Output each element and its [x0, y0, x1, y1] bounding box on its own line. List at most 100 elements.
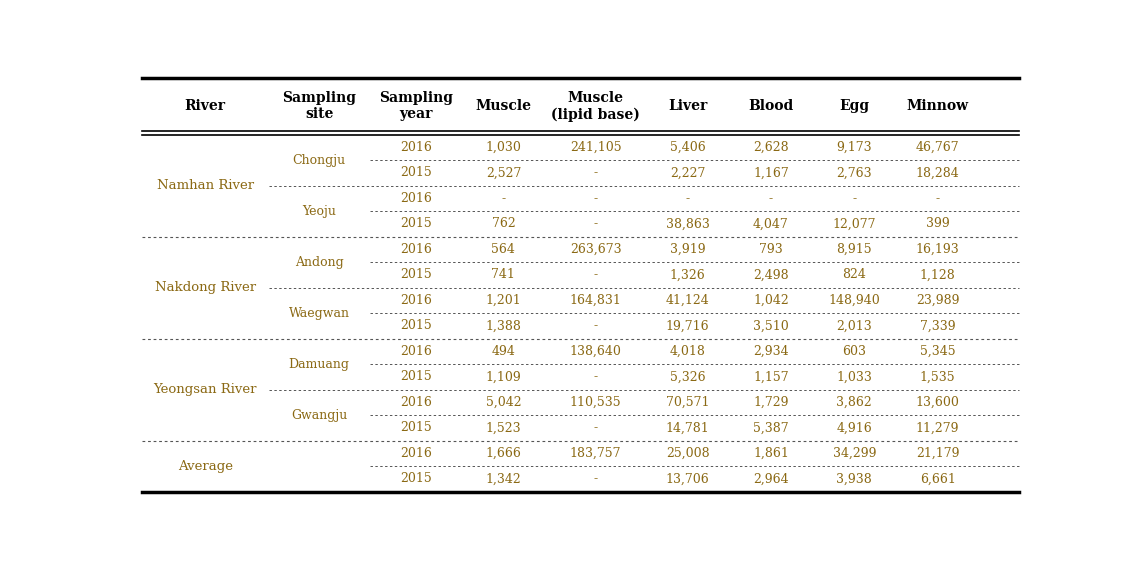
Text: River: River — [185, 99, 225, 114]
Text: -: - — [593, 319, 598, 332]
Text: -: - — [686, 192, 689, 205]
Text: 12,077: 12,077 — [832, 217, 876, 230]
Text: -: - — [593, 268, 598, 281]
Text: 2,013: 2,013 — [837, 319, 872, 332]
Text: 1,523: 1,523 — [486, 422, 521, 434]
Text: 138,640: 138,640 — [569, 345, 621, 358]
Text: 5,387: 5,387 — [753, 422, 789, 434]
Text: Gwangju: Gwangju — [291, 409, 348, 422]
Text: 3,510: 3,510 — [753, 319, 789, 332]
Text: Muscle: Muscle — [475, 99, 531, 114]
Text: -: - — [593, 422, 598, 434]
Text: Liver: Liver — [668, 99, 708, 114]
Text: 110,535: 110,535 — [569, 396, 621, 409]
Text: -: - — [852, 192, 857, 205]
Text: 1,388: 1,388 — [486, 319, 522, 332]
Text: 741: 741 — [491, 268, 515, 281]
Text: 4,018: 4,018 — [670, 345, 705, 358]
Text: 9,173: 9,173 — [837, 140, 872, 154]
Text: 2015: 2015 — [400, 422, 431, 434]
Text: 2,227: 2,227 — [670, 166, 705, 179]
Text: 14,781: 14,781 — [666, 422, 710, 434]
Text: 1,535: 1,535 — [920, 370, 955, 383]
Text: 5,042: 5,042 — [486, 396, 521, 409]
Text: 7,339: 7,339 — [920, 319, 955, 332]
Text: 2016: 2016 — [400, 345, 431, 358]
Text: Waegwan: Waegwan — [289, 306, 350, 320]
Text: 2,964: 2,964 — [753, 472, 789, 485]
Text: -: - — [593, 217, 598, 230]
Text: 2015: 2015 — [400, 268, 431, 281]
Text: Andong: Andong — [294, 256, 343, 269]
Text: 2015: 2015 — [400, 472, 431, 485]
Text: 2016: 2016 — [400, 140, 431, 154]
Text: Yeongsan River: Yeongsan River — [153, 383, 257, 396]
Text: 4,916: 4,916 — [837, 422, 872, 434]
Text: 1,128: 1,128 — [920, 268, 955, 281]
Text: 25,008: 25,008 — [666, 447, 710, 460]
Text: -: - — [935, 192, 940, 205]
Text: Damuang: Damuang — [289, 357, 350, 370]
Text: 11,279: 11,279 — [916, 422, 960, 434]
Text: 21,179: 21,179 — [916, 447, 960, 460]
Text: 1,666: 1,666 — [486, 447, 522, 460]
Text: 241,105: 241,105 — [569, 140, 621, 154]
Text: 2015: 2015 — [400, 319, 431, 332]
Text: Chongju: Chongju — [292, 153, 345, 166]
Text: 164,831: 164,831 — [569, 294, 621, 307]
Text: 1,033: 1,033 — [837, 370, 873, 383]
Text: 13,600: 13,600 — [916, 396, 960, 409]
Text: 38,863: 38,863 — [666, 217, 710, 230]
Text: 3,919: 3,919 — [670, 243, 705, 256]
Text: 8,915: 8,915 — [837, 243, 872, 256]
Text: 1,157: 1,157 — [753, 370, 789, 383]
Text: 34,299: 34,299 — [832, 447, 876, 460]
Text: Muscle
(lipid base): Muscle (lipid base) — [551, 91, 640, 122]
Text: 2016: 2016 — [400, 192, 431, 205]
Text: 762: 762 — [491, 217, 515, 230]
Text: 23,989: 23,989 — [916, 294, 960, 307]
Text: 2016: 2016 — [400, 243, 431, 256]
Text: 183,757: 183,757 — [569, 447, 621, 460]
Text: 2016: 2016 — [400, 447, 431, 460]
Text: Namhan River: Namhan River — [156, 179, 254, 192]
Text: 2015: 2015 — [400, 166, 431, 179]
Text: 2016: 2016 — [400, 294, 431, 307]
Text: 1,042: 1,042 — [753, 294, 789, 307]
Text: 13,706: 13,706 — [666, 472, 710, 485]
Text: 6,661: 6,661 — [919, 472, 955, 485]
Text: 5,326: 5,326 — [670, 370, 705, 383]
Text: 1,861: 1,861 — [753, 447, 789, 460]
Text: Yeoju: Yeoju — [302, 205, 336, 217]
Text: 5,406: 5,406 — [670, 140, 705, 154]
Text: -: - — [593, 192, 598, 205]
Text: 5,345: 5,345 — [920, 345, 955, 358]
Text: 41,124: 41,124 — [666, 294, 710, 307]
Text: -: - — [593, 166, 598, 179]
Text: 1,167: 1,167 — [753, 166, 789, 179]
Text: 494: 494 — [491, 345, 515, 358]
Text: 793: 793 — [760, 243, 783, 256]
Text: 1,326: 1,326 — [670, 268, 705, 281]
Text: 603: 603 — [842, 345, 866, 358]
Text: 70,571: 70,571 — [666, 396, 710, 409]
Text: 2,527: 2,527 — [486, 166, 521, 179]
Text: 2,934: 2,934 — [753, 345, 789, 358]
Text: Minnow: Minnow — [907, 99, 969, 114]
Text: 2,763: 2,763 — [837, 166, 872, 179]
Text: -: - — [593, 472, 598, 485]
Text: 2015: 2015 — [400, 370, 431, 383]
Text: Sampling
year: Sampling year — [379, 91, 453, 121]
Text: 2016: 2016 — [400, 396, 431, 409]
Text: 46,767: 46,767 — [916, 140, 960, 154]
Text: -: - — [501, 192, 506, 205]
Text: 3,862: 3,862 — [837, 396, 872, 409]
Text: 16,193: 16,193 — [916, 243, 960, 256]
Text: -: - — [769, 192, 773, 205]
Text: 824: 824 — [842, 268, 866, 281]
Text: 18,284: 18,284 — [916, 166, 960, 179]
Text: 1,201: 1,201 — [486, 294, 521, 307]
Text: Egg: Egg — [839, 99, 869, 114]
Text: 399: 399 — [926, 217, 950, 230]
Text: 1,342: 1,342 — [486, 472, 521, 485]
